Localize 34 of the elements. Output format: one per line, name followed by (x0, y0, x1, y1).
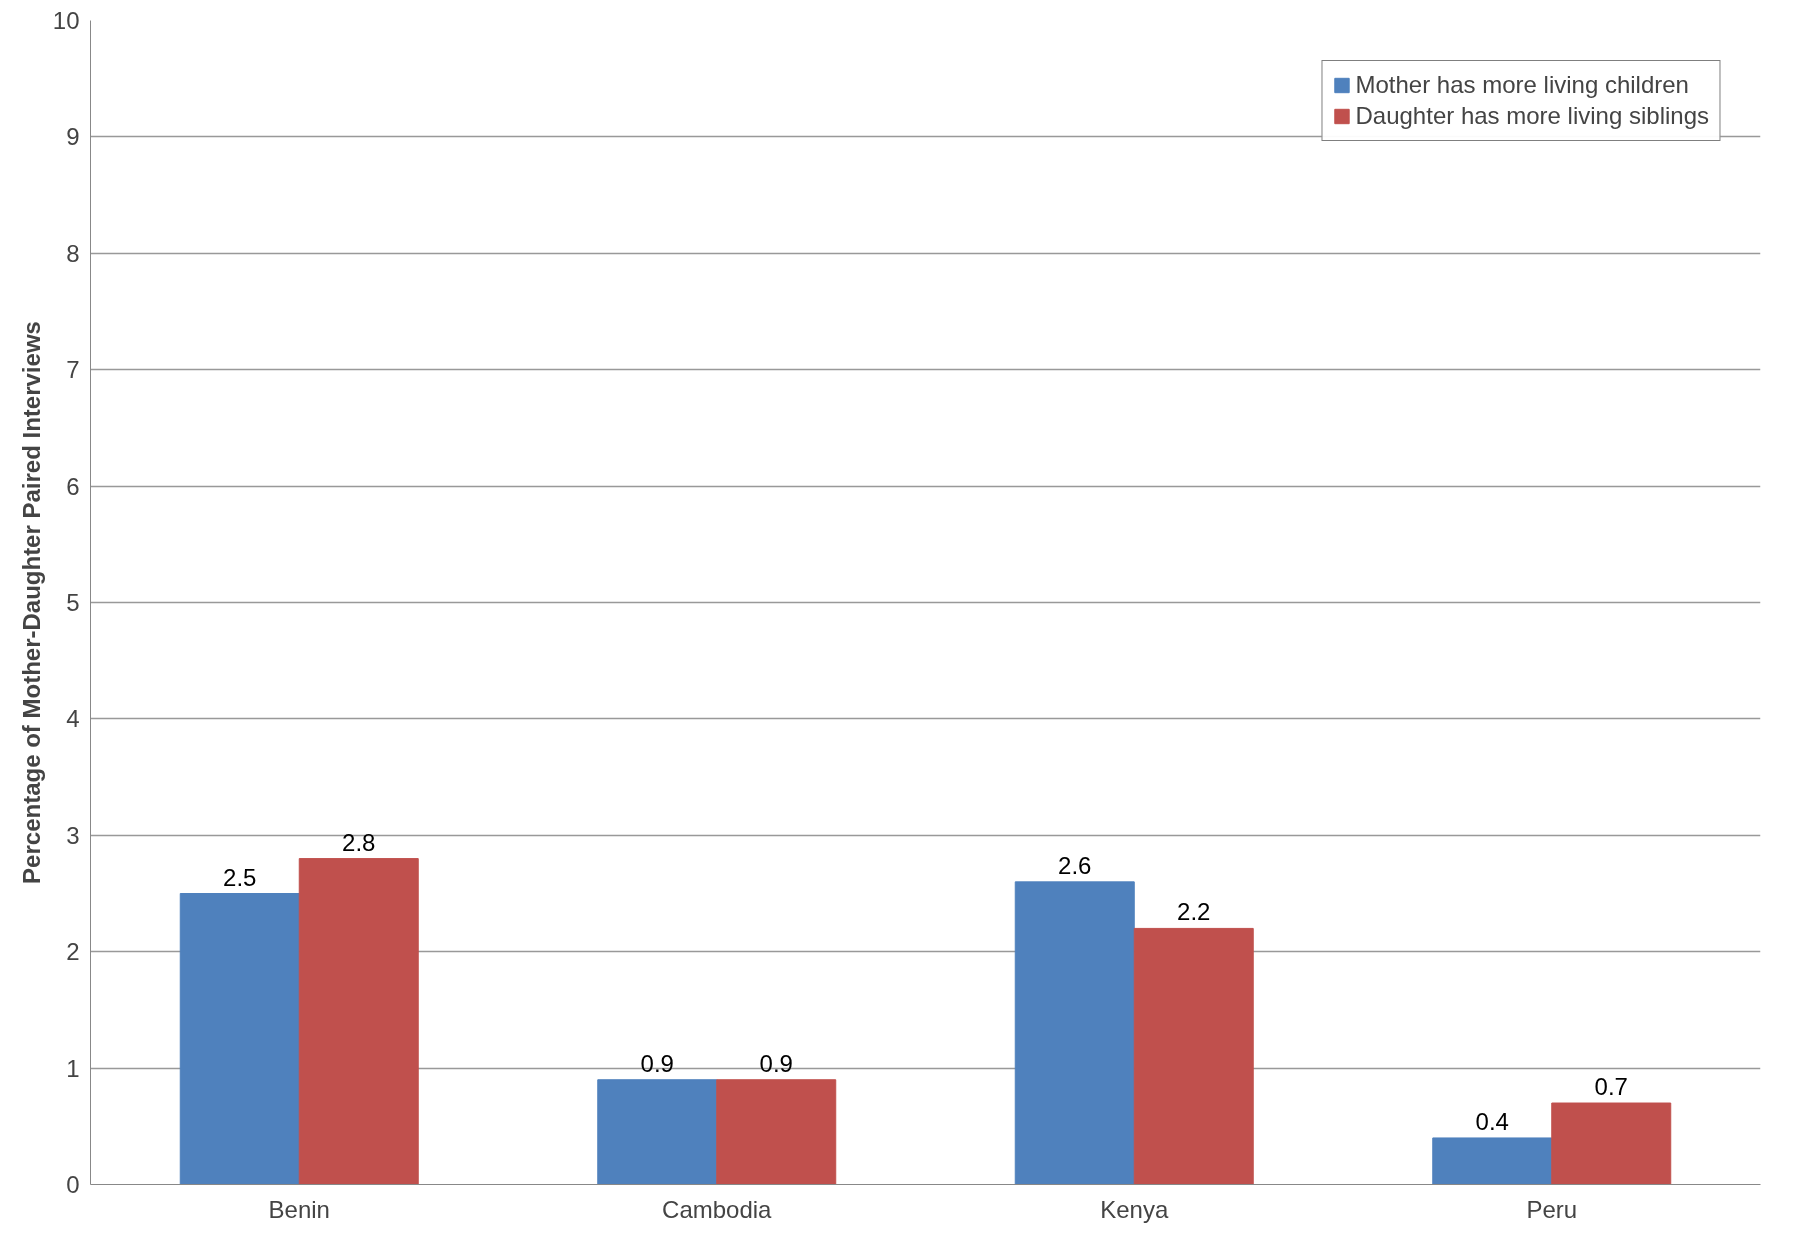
x-tick-label: Peru (1526, 1195, 1578, 1223)
y-tick-label: 9 (66, 123, 80, 151)
data-label: 0.9 (759, 1049, 793, 1077)
x-tick-label: Benin (268, 1195, 330, 1223)
data-label: 2.2 (1177, 898, 1211, 926)
data-label: 0.7 (1594, 1073, 1628, 1101)
bar (1133, 927, 1254, 1185)
data-label: 2.5 (223, 863, 257, 891)
x-tick-label: Cambodia (662, 1195, 773, 1223)
y-tick-label: 1 (66, 1054, 80, 1082)
y-axis-title: Percentage of Mother-Daughter Paired Interviews (17, 321, 45, 884)
y-tick-label: 2 (66, 938, 80, 966)
y-tick-label: 8 (66, 239, 80, 267)
bar (298, 858, 419, 1185)
x-tick-label: Kenya (1100, 1195, 1169, 1223)
bar (597, 1079, 718, 1185)
data-label: 2.8 (342, 828, 376, 856)
y-tick-label: 5 (66, 589, 80, 616)
data-label: 2.6 (1058, 851, 1092, 879)
legend-label: Mother has more living children (1355, 71, 1689, 99)
y-tick-label: 4 (66, 705, 80, 733)
y-tick-label: 6 (66, 472, 80, 500)
bar (716, 1079, 837, 1185)
bar (1551, 1102, 1672, 1185)
data-label: 0.9 (640, 1049, 674, 1077)
bar (1432, 1137, 1553, 1185)
y-tick-label: 10 (52, 7, 80, 34)
y-tick-label: 0 (66, 1171, 80, 1198)
bar (1014, 881, 1135, 1185)
y-tick-label: 3 (66, 821, 80, 849)
y-tick-label: 7 (66, 356, 80, 384)
legend-label: Daughter has more living siblings (1355, 102, 1709, 130)
bar (179, 893, 300, 1185)
data-label: 0.4 (1475, 1107, 1509, 1135)
